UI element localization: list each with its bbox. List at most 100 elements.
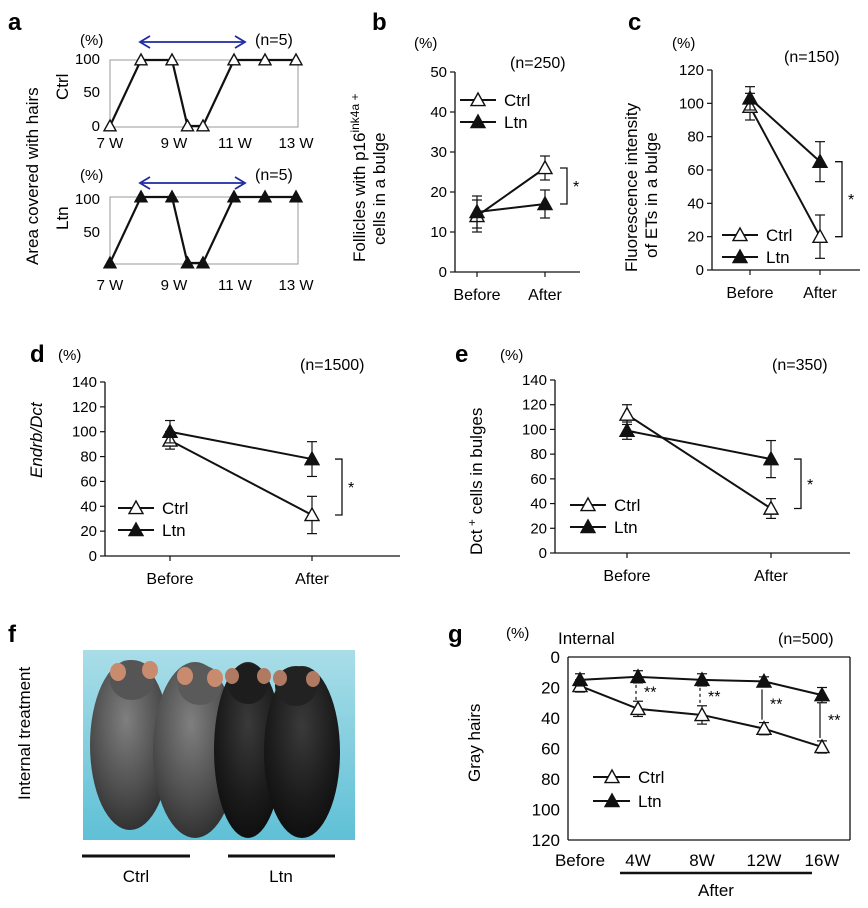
panel-c: c (%) (n=150) Fluorescence intensity of … (622, 9, 860, 302)
data-point (195, 118, 211, 132)
y-tick-label: 60 (541, 740, 560, 759)
x-tick-label: Before (453, 287, 500, 304)
legend-marker (469, 113, 487, 129)
panel-label-c: c (628, 9, 641, 36)
data-point (811, 228, 829, 243)
y-tick-label: 80 (541, 770, 560, 789)
mouse-ctrl-2-ear (177, 667, 193, 685)
panel-d: d (%) (n=1500) Endrb/Dct 0 20 40 60 80 100 120… (27, 341, 400, 588)
x-tick-label: After (295, 571, 329, 588)
y-tick-label: 0 (439, 264, 447, 281)
panel-a-top-plot-frame (109, 59, 299, 128)
mouse-ltn-2-ear (273, 670, 287, 686)
data-point (813, 738, 831, 754)
significance-star: * (348, 480, 354, 497)
y-tick-label: 120 (679, 62, 704, 79)
series-line (626, 413, 772, 510)
panel-a-bottom-xtick: 7 W (97, 277, 125, 294)
mice-photo (83, 650, 355, 840)
legend-marker (127, 521, 145, 537)
x-tick-label: Before (603, 568, 650, 585)
panel-label-g: g (448, 621, 463, 648)
panel-label-e: e (455, 341, 468, 368)
x-tick-label: 4W (625, 851, 651, 870)
panel-c-ylabel-line1: Fluorescence intensity (622, 102, 641, 272)
x-tick-label: Before (726, 285, 773, 302)
panel-a-bottom-n: (n=5) (255, 167, 293, 184)
y-tick-label: 40 (430, 104, 447, 121)
panel-a-bottom-series (102, 189, 304, 269)
panel-g: g (%) Internal (n=500) Gray hairs 0 20 40 6… (448, 621, 851, 900)
data-point (164, 189, 180, 203)
x-tick-label: 12W (747, 851, 782, 870)
panel-e: e (%) (n=350) Dct + cells in bulges 0 20 4… (455, 341, 850, 585)
data-point (102, 255, 118, 269)
panel-b-ylabel: Follicles with p16ink4a + (348, 94, 369, 262)
data-point (303, 450, 321, 466)
panel-c-ylabel-line2: of ETs in a bulge (642, 132, 661, 258)
panel-a-bottom-ytick: 100 (75, 191, 100, 208)
y-tick-label: 20 (541, 679, 560, 698)
mouse-ltn-1-ear (225, 668, 239, 684)
significance-star: * (848, 192, 854, 209)
panel-a-top-ytick: 50 (83, 84, 100, 101)
mouse-ltn-1 (214, 662, 282, 838)
panel-g-series: ** ** ** ** Ctrl Ltn (571, 668, 840, 811)
mouse-ctrl-1-ear (110, 663, 126, 681)
panel-e-ylabel: Dct + cells in bulges (465, 408, 486, 555)
panel-a-bottom-ytick: 50 (83, 224, 100, 241)
panel-f: f Internal treatment (8, 621, 355, 886)
x-tick-label: Before (555, 851, 605, 870)
panel-label-a: a (8, 9, 22, 36)
y-tick-label: 0 (89, 548, 97, 565)
data-point (571, 671, 589, 687)
y-tick-label: 120 (72, 399, 97, 416)
y-tick-label: 100 (72, 424, 97, 441)
data-point (468, 203, 486, 219)
y-tick-label: 100 (679, 95, 704, 112)
panel-b-ylabel-sup: ink4a + (348, 94, 362, 133)
panel-e-axes: 0 20 40 60 80 100 120 140 Before After (522, 372, 850, 585)
legend-label: Ctrl (162, 499, 188, 518)
significance-stars: ** (708, 689, 720, 706)
data-point (288, 189, 304, 203)
panel-d-unit: (%) (58, 347, 81, 364)
panel-a-bottom-xtick: 13 W (278, 277, 314, 294)
y-tick-label: 30 (430, 144, 447, 161)
legend-label: Ltn (162, 521, 186, 540)
legend-label: Ctrl (614, 496, 640, 515)
panel-a-top-group-label: Ctrl (53, 74, 72, 100)
panel-b-ylabel-line2: cells in a bulge (370, 133, 389, 245)
y-tick-label: 0 (539, 545, 547, 562)
data-point (226, 52, 242, 66)
panel-a-bottom-arrow (138, 176, 247, 190)
y-tick-label: 40 (541, 709, 560, 728)
y-tick-label: 140 (72, 374, 97, 391)
series-line (626, 429, 772, 461)
panel-c-n: (n=150) (784, 49, 840, 66)
panel-d-n: (n=1500) (300, 357, 365, 374)
data-point (762, 450, 780, 466)
x-tick-label: After (803, 285, 837, 302)
panel-a-bottom-xtick: 9 W (161, 277, 189, 294)
data-point (755, 720, 773, 735)
panel-a-bottom-xtick: 11 W (218, 277, 253, 294)
data-point (133, 189, 149, 203)
panel-a-top-ytick: 100 (75, 51, 100, 68)
x-tick-label: 8W (689, 851, 715, 870)
panel-a: a Area covered with hairs Ctrl (%) (n=5)… (8, 9, 314, 294)
y-tick-label: 40 (687, 195, 704, 212)
mouse-ctrl-2 (153, 662, 237, 838)
data-point (133, 52, 149, 66)
panel-label-b: b (372, 9, 387, 36)
panel-e-ylabel-pre: Dct (467, 529, 486, 555)
significance-bracket (560, 167, 568, 205)
data-point (257, 52, 273, 66)
series-line (749, 106, 821, 238)
y-tick-label: 40 (80, 498, 97, 515)
significance-star: * (573, 179, 579, 196)
panel-f-side-label: Internal treatment (15, 666, 34, 800)
panel-a-top-xtick: 9 W (161, 135, 189, 152)
